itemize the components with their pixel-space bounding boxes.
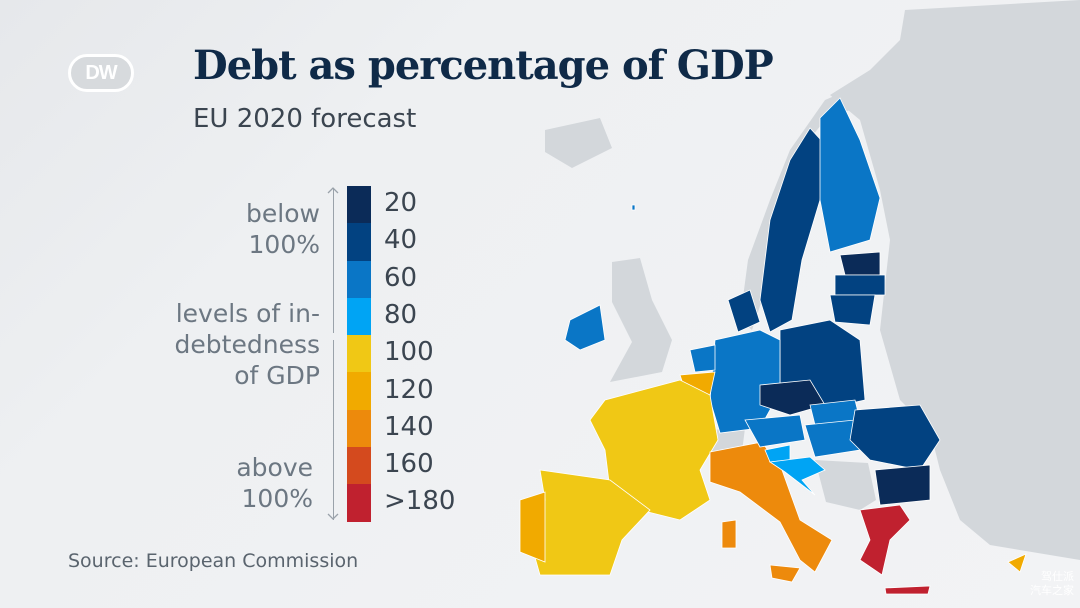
country-netherlands [689, 344, 716, 373]
country-latvia [834, 274, 886, 296]
page-title: Debt as percentage of GDP [193, 42, 774, 89]
country-germany [709, 329, 781, 434]
legend-swatch-4 [347, 335, 371, 373]
legend-middle-line2: debtedness [174, 330, 320, 359]
legend-below-line1: below [246, 199, 320, 228]
legend-swatch-3 [347, 297, 371, 336]
dw-logo: DW [68, 54, 134, 92]
country-sweden [759, 127, 831, 333]
legend-swatch-2 [347, 260, 371, 298]
legend-tick-label: 140 [384, 411, 434, 442]
legend-below-label: below 100% [246, 198, 320, 260]
country-finland [819, 97, 881, 253]
country-lithuania [829, 294, 876, 326]
country-czechia [759, 379, 826, 416]
country-croatia [768, 456, 826, 496]
legend-tick-label: 100 [384, 337, 434, 368]
country-slovenia [764, 444, 791, 463]
legend-swatch-5 [347, 372, 371, 410]
country-portugal [519, 491, 546, 563]
legend-middle-line3: of GDP [234, 361, 320, 390]
legend-tick-label: 60 [384, 262, 418, 293]
legend-swatch-8 [347, 484, 371, 522]
legend-tick-label: 160 [384, 449, 434, 480]
legend-swatch-1 [347, 223, 371, 261]
legend-tick-label: 40 [384, 225, 418, 256]
country-greece [859, 504, 911, 576]
legend-swatch-0 [347, 186, 371, 224]
country-sicily [769, 564, 801, 583]
legend-middle-label: levels of in- debtedness of GDP [175, 298, 320, 391]
legend-above-label: above 100% [236, 452, 313, 514]
watermark: 驾仕派 汽车之家 [1030, 570, 1074, 598]
country-crete [884, 585, 931, 595]
legend-arrow-down [333, 340, 334, 520]
country-bulgaria [874, 464, 931, 506]
country-cyprus [1007, 553, 1027, 573]
country-malta [631, 204, 636, 211]
legend-swatch-6 [347, 409, 371, 448]
country-ireland [564, 304, 606, 351]
legend-arrowheads [327, 187, 339, 520]
country-austria [744, 414, 806, 448]
eu-countries [519, 97, 1027, 595]
source-note: Source: European Commission [68, 550, 359, 572]
legend-above-line1: above [236, 453, 313, 482]
country-france [589, 379, 719, 521]
legend-below-line2: 100% [248, 230, 320, 259]
country-estonia [839, 251, 881, 276]
legend-color-scale [347, 186, 371, 522]
watermark-line1: 驾仕派 [1041, 570, 1074, 583]
logo-text: DW [85, 61, 117, 84]
legend-tick-label: >180 [384, 486, 456, 517]
legend-above-line2: 100% [241, 484, 313, 513]
legend-tick-label: 20 [384, 188, 418, 218]
page-subtitle: EU 2020 forecast [193, 104, 417, 134]
legend-tick-label: 80 [384, 299, 418, 330]
country-denmark [727, 289, 761, 333]
legend-arrow-up [333, 188, 334, 333]
legend-middle-line1: levels of in- [175, 299, 320, 328]
legend-swatch-7 [347, 447, 371, 485]
country-sardinia [721, 519, 737, 549]
legend-tick-label: 120 [384, 374, 434, 405]
watermark-line2: 汽车之家 [1030, 584, 1074, 597]
